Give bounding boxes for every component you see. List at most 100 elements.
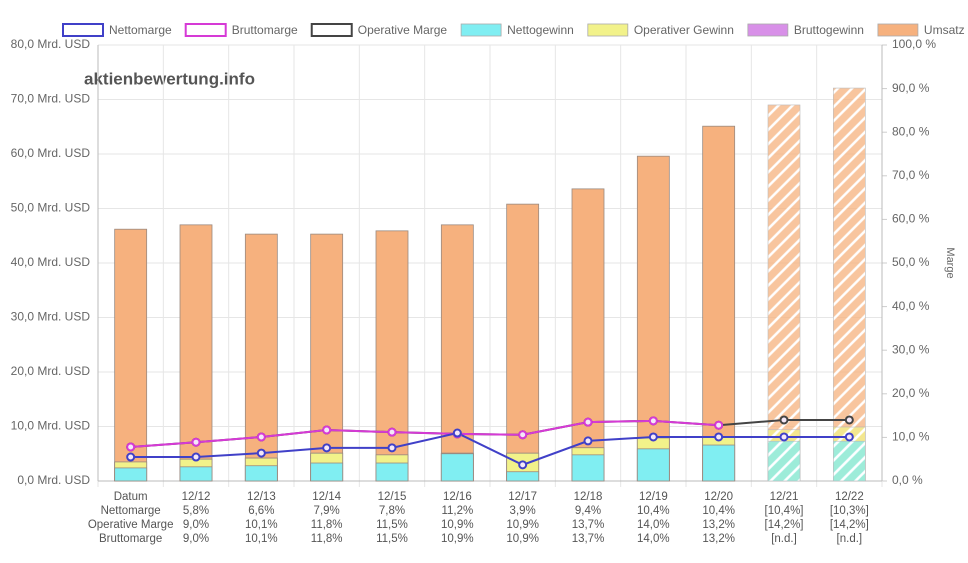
legend-label: Nettomarge [109,23,172,37]
y-tick-label: 60,0 Mrd. USD [11,146,91,160]
bar [506,203,540,482]
y-tick-label: 0,0 Mrd. USD [17,473,90,487]
y2-tick-label: 40,0 % [892,299,930,313]
watermark: aktienbewertung.info [84,69,255,88]
y-tick-label: 30,0 Mrd. USD [11,310,91,324]
table-row-label: Nettomarge [101,505,161,517]
bar-hatch [833,440,866,482]
bar [636,448,670,482]
bar [571,454,605,482]
x-tick-label: 12/22 [835,491,864,503]
point [844,415,854,425]
line [130,431,850,466]
table-cell: [n.d.] [771,533,797,545]
bar [244,465,278,482]
table-cell: 11,8% [311,519,343,531]
point [387,443,397,453]
point [714,420,724,430]
table-cell: 10,1% [245,519,278,531]
point [126,452,136,462]
point [126,442,136,452]
bar [375,230,409,482]
point [387,427,397,437]
legend-swatch [62,23,104,37]
y2-axis-title: Marge [944,247,956,278]
table-cell: 11,8% [311,533,343,545]
point [518,430,528,440]
table-cell: 9,0% [183,519,209,531]
table-cell: 7,9% [314,505,340,517]
table-cell: 11,2% [441,505,473,517]
point [648,416,658,426]
point [452,428,462,438]
table-row-label: Operative Marge [88,519,174,531]
table-cell: [14,2%] [765,519,804,531]
point [583,436,593,446]
bar [440,453,474,482]
legend-swatch [587,23,629,37]
table-cell: 10,9% [506,533,539,545]
bar [506,471,540,482]
x-tick-label: 12/21 [770,491,799,503]
y-tick-label: 50,0 Mrd. USD [11,201,91,215]
bar [114,228,148,482]
bar-hatch [767,440,801,482]
table-cell: 11,5% [376,519,408,531]
x-tick-label: 12/16 [443,491,472,503]
table-cell: 11,5% [376,533,408,545]
point [191,452,201,462]
bar-hatch [767,104,801,482]
bar [114,467,148,482]
x-tick-label: 12/14 [312,491,341,503]
x-tick-label: 12/15 [378,491,407,503]
point [583,417,593,427]
table-cell: 13,2% [702,519,735,531]
y2-tick-label: 80,0 % [892,124,930,138]
table-cell: 5,8% [183,505,209,517]
point [256,448,266,458]
y-tick-label: 10,0 Mrd. USD [11,419,91,433]
table-cell: 13,7% [572,519,605,531]
table-cell: [n.d.] [837,533,863,545]
bar [571,188,605,482]
x-tick-label: 12/13 [247,491,276,503]
legend-swatch [877,23,919,37]
y-tick-label: 20,0 Mrd. USD [11,364,91,378]
y2-tick-label: 30,0 % [892,342,930,356]
bar [310,462,344,482]
y2-tick-label: 70,0 % [892,168,930,182]
bar [440,224,474,482]
table-cell: 14,0% [637,519,670,531]
table-row-label: Bruttomarge [99,533,162,545]
point [714,432,724,442]
y2-tick-label: 20,0 % [892,386,930,400]
y2-tick-label: 100,0 % [892,37,936,51]
x-tick-label: 12/12 [182,491,211,503]
table-cell: 6,6% [248,505,274,517]
y2-tick-label: 60,0 % [892,212,930,226]
y2-tick-label: 50,0 % [892,255,930,269]
bar [702,444,736,482]
point [518,460,528,470]
table-cell: [14,2%] [830,519,869,531]
table-cell: 10,9% [441,533,474,545]
line [130,419,719,448]
legend-label: Operative Marge [358,23,448,37]
x-tick-label: 12/19 [639,491,668,503]
table-cell: [10,3%] [830,505,869,517]
y-tick-label: 80,0 Mrd. USD [11,37,91,51]
bar [636,155,670,482]
bar [310,233,344,482]
bar [179,466,213,482]
x-tick-label: 12/20 [704,491,733,503]
table-cell: 13,2% [702,533,735,545]
legend-label: Umsatz [924,23,965,37]
legend-swatch [460,23,502,37]
table-cell: 10,4% [702,505,735,517]
table-cell: [10,4%] [765,505,804,517]
point [191,437,201,447]
table-cell: 13,7% [572,533,605,545]
point [844,432,854,442]
point [779,432,789,442]
